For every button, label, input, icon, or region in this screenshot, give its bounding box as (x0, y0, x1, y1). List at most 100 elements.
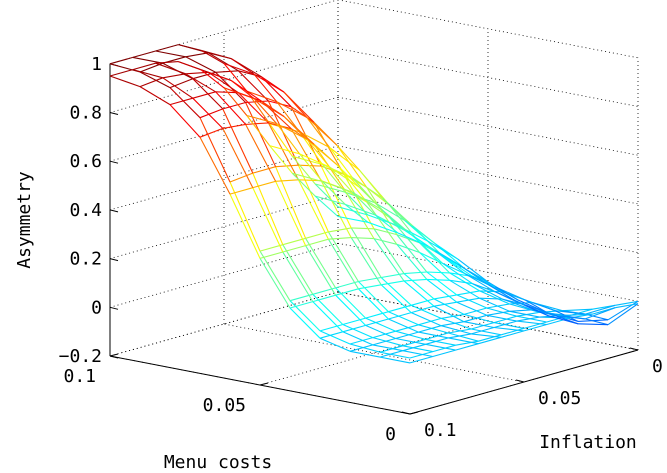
mesh-line (245, 122, 269, 125)
z-tick-mark (109, 355, 119, 359)
mesh-line (319, 323, 343, 332)
mesh-line (471, 328, 502, 336)
mesh-line (283, 91, 308, 118)
mesh-line (365, 311, 389, 319)
mesh-line (441, 325, 472, 335)
mesh-line (464, 273, 489, 285)
mesh-line (442, 262, 466, 275)
surface-mesh (109, 44, 639, 364)
mesh-line (322, 181, 346, 205)
mesh-line (335, 294, 366, 326)
mesh-line (449, 279, 473, 285)
mesh-line (229, 172, 253, 183)
mesh-line (379, 351, 411, 359)
mesh-line (253, 73, 278, 103)
mesh-line (282, 251, 314, 302)
mesh-line (238, 92, 269, 124)
axes-labels: Asymmetry Menu costs Inflation (14, 171, 637, 473)
mesh-line (215, 91, 247, 125)
mesh-line (425, 337, 449, 345)
mesh-line (155, 44, 179, 52)
mesh-line (455, 343, 479, 351)
mesh-line (426, 271, 458, 296)
x-axis-label: Menu costs (164, 452, 272, 473)
mesh-line (479, 290, 503, 293)
mesh-line (472, 283, 496, 293)
mesh-line (178, 44, 202, 51)
mesh-line (253, 98, 285, 117)
mesh-line (516, 320, 547, 326)
mesh-line (282, 237, 306, 246)
mesh-line (379, 350, 403, 358)
mesh-line (426, 278, 458, 303)
mesh-line (615, 303, 639, 309)
mesh-line (329, 147, 360, 171)
mesh-line (345, 191, 376, 204)
mesh-line (457, 258, 489, 283)
mesh-line (463, 307, 487, 315)
mesh-line (185, 56, 216, 73)
mesh-line (419, 252, 450, 281)
mesh-line (352, 191, 383, 211)
mesh-line (374, 202, 406, 222)
mesh-line (359, 187, 383, 211)
mesh-line (448, 333, 472, 339)
grid-line-floor (223, 323, 525, 383)
mesh-line (486, 310, 510, 316)
mesh-line (109, 69, 133, 77)
z-tick-mark (109, 112, 119, 115)
mesh-line (350, 237, 382, 286)
mesh-line (252, 187, 284, 253)
y-tick-mark (401, 411, 411, 415)
mesh-line (388, 304, 412, 313)
y-axis-label: Inflation (539, 432, 637, 453)
mesh-line (345, 203, 376, 216)
mesh-line (200, 69, 225, 89)
mesh-line (319, 330, 351, 345)
mesh-line (381, 273, 405, 279)
mesh-line (441, 321, 465, 327)
mesh-line (139, 86, 171, 106)
mesh-line (366, 201, 398, 245)
mesh-line (397, 232, 429, 247)
mesh-line (253, 73, 285, 93)
z-tick-label: 0.2 (69, 249, 102, 270)
mesh-line (253, 98, 278, 125)
mesh-line (471, 333, 502, 338)
mesh-line (463, 313, 495, 324)
mesh-line (426, 278, 450, 281)
mesh-line (411, 298, 435, 306)
mesh-line (396, 234, 428, 273)
y-tick-mark (515, 379, 525, 383)
mesh-line (252, 180, 276, 189)
mesh-line (199, 127, 223, 138)
mesh-line (486, 314, 517, 322)
z-tick-mark (109, 306, 119, 310)
mesh-line (275, 181, 307, 246)
mesh-line (178, 61, 202, 71)
mesh-line (328, 237, 352, 240)
mesh-line (223, 87, 248, 116)
mesh-line (427, 240, 459, 260)
mesh-line (448, 337, 479, 345)
mesh-line (327, 238, 359, 290)
mesh-line (607, 303, 639, 326)
y-tick-labels: 0 0.05 0.1 (424, 356, 663, 441)
mesh-line (402, 345, 433, 353)
mesh-line (222, 101, 246, 110)
mesh-line (283, 116, 308, 140)
mesh-line (373, 238, 397, 245)
mesh-line (276, 123, 301, 155)
mesh-line (282, 245, 306, 253)
mesh-line (404, 220, 429, 242)
x-tick-mark (109, 353, 119, 357)
mesh-line (215, 70, 239, 73)
mesh-line (577, 323, 609, 326)
mesh-line (155, 62, 186, 75)
mesh-line (169, 87, 201, 119)
mesh-line (292, 172, 323, 183)
mesh-line (403, 278, 427, 282)
mesh-line (487, 284, 519, 303)
z-tick-label: −0.2 (59, 346, 102, 367)
mesh-line (276, 123, 308, 140)
